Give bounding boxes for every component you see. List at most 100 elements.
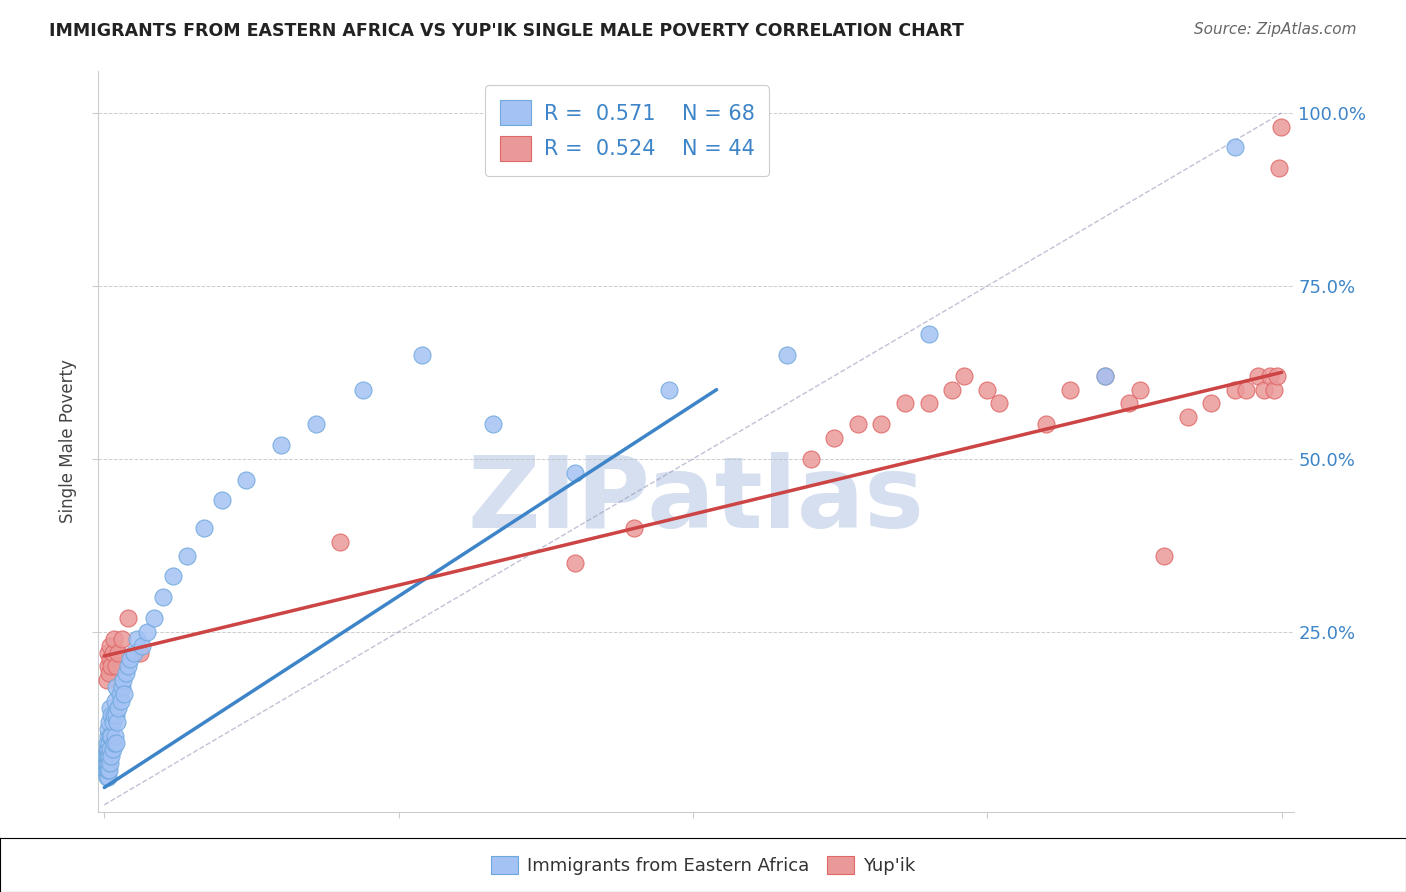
Point [1263,383,1285,397]
Point [846,417,869,432]
Point [352,383,374,397]
Point [96,763,118,777]
Point [1059,383,1081,397]
Point [953,368,976,383]
Legend: Immigrants from Eastern Africa, Yup'ik: Immigrants from Eastern Africa, Yup'ik [482,847,924,884]
Point [917,327,939,342]
Point [98,735,121,749]
Point [112,673,135,688]
Point [1153,549,1175,563]
Point [101,646,124,660]
Point [105,680,128,694]
Point [108,687,131,701]
Point [176,549,198,563]
Point [104,729,127,743]
Point [105,659,128,673]
Point [127,632,149,646]
Point [100,749,122,764]
Point [96,770,118,784]
Point [658,383,681,397]
Point [97,749,120,764]
Point [94,763,117,777]
Point [107,701,129,715]
Point [101,742,124,756]
Point [941,383,963,397]
Point [988,396,1011,410]
Point [96,673,118,688]
Point [97,756,120,771]
Point [97,763,120,777]
Point [142,611,165,625]
Point [776,348,799,362]
Point [1253,383,1275,397]
Point [894,396,917,410]
Point [100,729,122,743]
Point [152,591,174,605]
Point [94,749,117,764]
Point [97,770,120,784]
Point [564,466,586,480]
Point [100,659,122,673]
Point [131,639,153,653]
Point [976,383,998,397]
Text: IMMIGRANTS FROM EASTERN AFRICA VS YUP'IK SINGLE MALE POVERTY CORRELATION CHART: IMMIGRANTS FROM EASTERN AFRICA VS YUP'IK… [49,22,965,40]
Point [623,521,645,535]
Point [98,742,121,756]
Point [1177,410,1199,425]
Point [482,417,505,432]
Text: 100.0%: 100.0% [1226,853,1294,871]
Point [1258,368,1281,383]
Point [114,666,136,681]
Point [107,646,129,660]
Point [1223,140,1246,154]
Point [120,652,142,666]
Point [98,729,121,743]
Point [1129,383,1152,397]
Point [97,729,120,743]
Point [98,756,121,771]
Point [917,396,939,410]
Point [411,348,433,362]
Point [97,742,120,756]
Point [101,714,124,729]
Point [305,417,328,432]
Point [1265,368,1288,383]
Point [270,438,292,452]
Point [103,632,125,646]
Point [100,707,122,722]
Point [96,749,118,764]
Text: Source: ZipAtlas.com: Source: ZipAtlas.com [1194,22,1357,37]
Point [105,714,128,729]
Point [110,694,132,708]
Point [112,687,135,701]
Point [823,431,845,445]
Point [98,763,121,777]
Point [96,742,118,756]
Point [1236,383,1258,397]
Point [94,756,117,771]
Point [1035,417,1057,432]
Point [135,624,157,639]
Point [111,632,134,646]
Point [211,493,233,508]
Point [122,646,145,660]
Point [98,652,121,666]
Point [103,735,125,749]
Point [1094,368,1116,383]
Point [1094,368,1116,383]
Point [117,611,139,625]
Point [104,694,127,708]
Text: ZIPatlas: ZIPatlas [468,452,924,549]
Point [235,473,257,487]
Point [105,735,128,749]
Point [97,659,120,673]
Point [111,680,134,694]
Point [193,521,215,535]
Point [1270,120,1292,134]
Point [329,534,352,549]
Point [870,417,893,432]
Point [98,701,121,715]
Legend: R =  0.571    N = 68, R =  0.524    N = 44: R = 0.571 N = 68, R = 0.524 N = 44 [485,86,769,176]
Point [96,735,118,749]
Point [117,659,139,673]
